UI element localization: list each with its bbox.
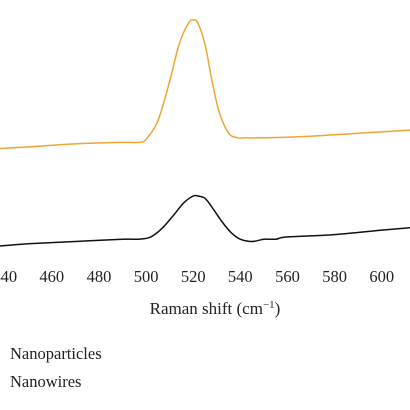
x-tick-460: 460 <box>39 267 64 286</box>
x-tick-600: 600 <box>369 267 394 286</box>
x-tick-540: 540 <box>228 267 253 286</box>
legend-item-nanowires: Nanowires <box>10 372 82 391</box>
x-tick-500: 500 <box>134 267 159 286</box>
x-tick-440: 440 <box>0 267 17 286</box>
x-tick-560: 560 <box>275 267 300 286</box>
x-axis-title: Raman shift (cm−1) <box>150 299 281 318</box>
series-line-nanowires <box>0 194 410 247</box>
raman-chart: 440 460 480 500 520 540 560 580 600 Raman shift … <box>0 19 410 318</box>
legend: Nanoparticles Nanowires <box>10 340 102 396</box>
x-tick-580: 580 <box>322 267 347 286</box>
series-layer <box>0 19 410 247</box>
x-tick-480: 480 <box>87 267 112 286</box>
x-tick-520: 520 <box>181 267 206 286</box>
series-line-nanoparticles <box>0 19 410 150</box>
legend-item-nanoparticles: Nanoparticles <box>10 344 102 363</box>
x-tick-labels: 440 460 480 500 520 540 560 580 600 <box>0 267 394 286</box>
